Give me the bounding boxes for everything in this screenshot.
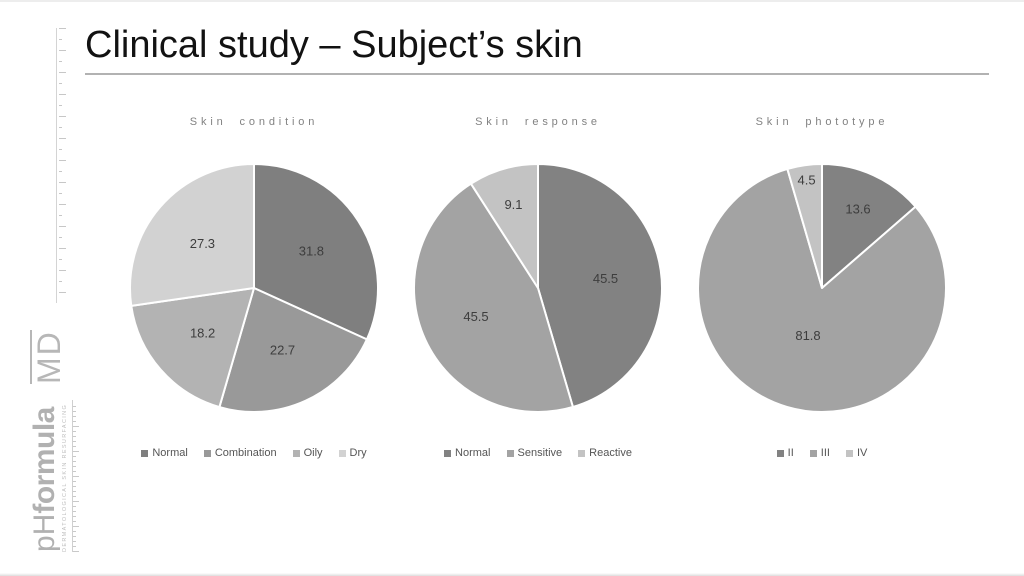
legend-swatch-icon	[444, 450, 452, 457]
pie-chart-skin-phototype: 13.6 81.8 4.5	[697, 163, 947, 413]
legend-label: Normal	[455, 447, 491, 459]
legend-swatch-icon	[141, 450, 149, 457]
legend-skin-condition: Normal Combination Oily Dry	[141, 447, 367, 459]
legend-item-combination: Combination	[203, 447, 277, 459]
legend-item-iii: III	[809, 447, 830, 459]
legend-item-dry: Dry	[338, 447, 367, 459]
brand-logo-main: pHformula DERMATOLOGICAL SKIN RESURFACIN…	[28, 400, 79, 552]
legend-item-normal: Normal	[444, 447, 491, 459]
title-underline	[85, 73, 989, 75]
legend-label: Normal	[152, 447, 188, 459]
logo-ph-text: pH	[28, 513, 61, 552]
logo-formula-text: formula	[28, 407, 61, 514]
pie-chart-skin-response: 45.5 45.5 9.1	[413, 163, 663, 414]
legend-label: Sensitive	[517, 447, 563, 459]
pie-slice-dry	[128, 163, 255, 307]
chart-skin-phototype: Skin phototype 13.6 81.8 4.5 II III IV	[680, 102, 964, 459]
chart-skin-response: Skin response 45.5 45.5 9.1 Normal Sensitiv…	[396, 102, 680, 459]
pie-value-label: 45.5	[463, 309, 488, 324]
pie-slice-normal	[253, 163, 379, 341]
charts-row: Skin condition 31.8 22.7 18.2 27.3 Normal Co…	[112, 102, 964, 459]
legend-swatch-icon	[578, 450, 586, 457]
page-title: Clinical study – Subject’s skin	[85, 24, 583, 66]
legend-label: II	[787, 447, 794, 459]
chart-title-skin-condition: Skin condition	[189, 116, 319, 128]
brand-logo-row: pHformula DERMATOLOGICAL SKIN RESURFACIN…	[28, 330, 79, 552]
legend-swatch-icon	[203, 450, 211, 457]
slide-bottom-edge	[0, 573, 1024, 576]
legend-item-normal: Normal	[141, 447, 188, 459]
legend-swatch-icon	[338, 450, 346, 457]
pie-slice-oily	[130, 287, 255, 409]
pie-value-label: 45.5	[593, 271, 618, 286]
logo-tagline: DERMATOLOGICAL SKIN RESURFACING	[62, 403, 68, 552]
legend-label: IV	[856, 447, 868, 459]
slide-top-edge	[0, 0, 1024, 2]
legend-item-ii: II	[776, 447, 794, 459]
legend-label: Dry	[349, 447, 367, 459]
pie-value-label: 18.2	[190, 325, 215, 340]
logo-ruler	[72, 400, 79, 552]
legend-label: III	[820, 447, 830, 459]
legend-item-oily: Oily	[292, 447, 323, 459]
pie-slice-reactive	[469, 163, 539, 289]
pie-slice-ii	[821, 163, 917, 289]
left-ruler	[56, 28, 66, 303]
legend-item-sensitive: Sensitive	[506, 447, 563, 459]
pie-value-label: 31.8	[299, 244, 324, 259]
brand-logo: pHformula DERMATOLOGICAL SKIN RESURFACIN…	[28, 330, 79, 552]
legend-item-iv: IV	[845, 447, 868, 459]
pie-slice-normal	[537, 163, 663, 408]
pie-slice-combination	[218, 287, 368, 413]
pie-value-label: 9.1	[504, 197, 522, 212]
chart-title-skin-phototype: Skin phototype	[755, 116, 889, 128]
pie-value-label: 81.8	[795, 328, 820, 343]
legend-label: Reactive	[589, 447, 632, 459]
legend-swatch-icon	[776, 450, 784, 457]
legend-label: Combination	[214, 447, 277, 459]
legend-skin-response: Normal Sensitive Reactive	[444, 448, 632, 459]
pie-slice-iv	[786, 163, 823, 289]
chart-skin-condition: Skin condition 31.8 22.7 18.2 27.3 Normal Co…	[112, 102, 396, 459]
legend-swatch-icon	[292, 450, 300, 457]
pie-value-label: 27.3	[190, 236, 215, 251]
legend-skin-phototype: II III IV	[776, 447, 868, 459]
legend-item-reactive: Reactive	[578, 448, 632, 459]
pie-chart-skin-condition: 31.8 22.7 18.2 27.3	[128, 163, 379, 413]
logo-md-text: MD	[30, 330, 67, 384]
pie-slice-sensitive	[413, 182, 574, 414]
legend-swatch-icon	[845, 450, 853, 457]
pie-value-label: 22.7	[270, 343, 295, 358]
legend-swatch-icon	[506, 450, 514, 457]
brand-wordmark: pHformula	[28, 400, 61, 552]
legend-swatch-icon	[809, 450, 817, 457]
chart-title-skin-response: Skin response	[475, 116, 601, 128]
legend-label: Oily	[303, 447, 323, 459]
pie-value-label: 13.6	[845, 202, 870, 217]
pie-value-label: 4.5	[798, 173, 816, 188]
pie-slice-iii	[697, 167, 947, 413]
